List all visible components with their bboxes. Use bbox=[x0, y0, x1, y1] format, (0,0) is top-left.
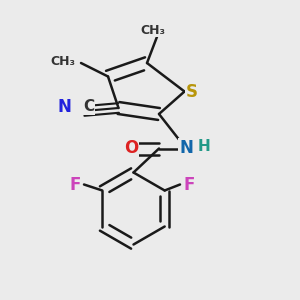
Text: N: N bbox=[179, 139, 193, 157]
Text: S: S bbox=[186, 82, 198, 100]
Text: O: O bbox=[124, 139, 139, 157]
Text: CH₃: CH₃ bbox=[50, 55, 76, 68]
Text: CH₃: CH₃ bbox=[140, 23, 166, 37]
Text: F: F bbox=[69, 176, 81, 194]
Text: F: F bbox=[183, 176, 195, 194]
Text: H: H bbox=[198, 139, 210, 154]
Text: N: N bbox=[58, 98, 71, 116]
Text: C: C bbox=[83, 99, 94, 114]
